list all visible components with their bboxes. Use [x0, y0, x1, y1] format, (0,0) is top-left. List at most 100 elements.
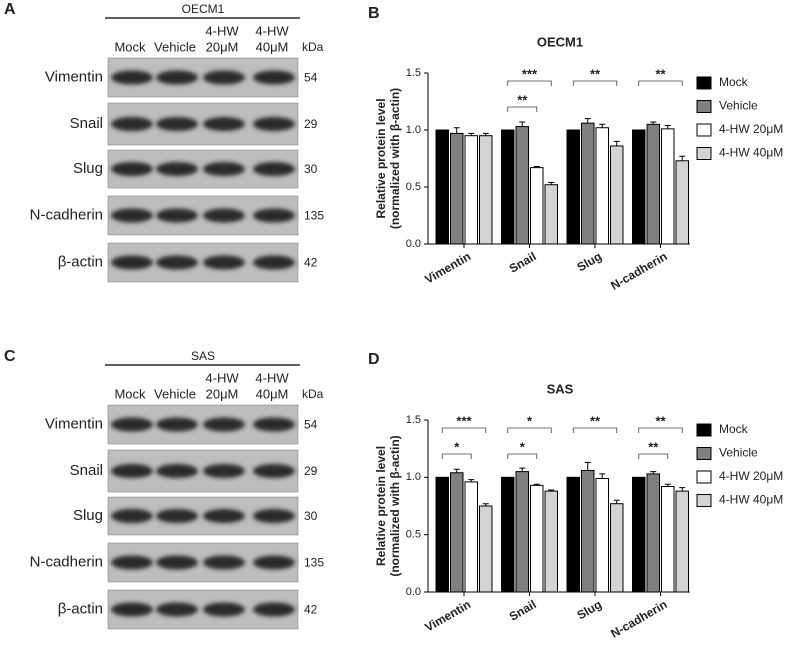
bar	[595, 127, 609, 245]
x-tick-label: Slug	[575, 597, 605, 622]
error-bar	[453, 468, 460, 473]
significance-label: **	[590, 413, 601, 428]
significance-bracket	[507, 80, 552, 86]
kda-value: 29	[304, 117, 318, 131]
lane-label: Mock	[114, 39, 146, 54]
error-bar	[584, 118, 591, 124]
error-bar	[533, 483, 540, 486]
x-tick-label: N-cadherin	[608, 249, 669, 292]
lane-label: 20μM	[206, 386, 239, 401]
bar	[566, 476, 580, 593]
kda-value: 54	[304, 71, 318, 85]
protein-label: Slug	[73, 160, 103, 177]
bar	[450, 132, 464, 245]
significance-label: ***	[456, 413, 472, 428]
legend-swatch	[696, 470, 712, 484]
legend-label: 4-HW 20μM	[719, 122, 783, 136]
blot-band	[203, 208, 245, 223]
significance-bracket	[507, 453, 538, 459]
blot-band	[253, 255, 295, 270]
blot-band	[253, 417, 295, 432]
lane-label: 20μM	[206, 39, 239, 54]
blot-band	[156, 509, 198, 523]
protein-label: β-actin	[58, 253, 103, 270]
lane-label: Vehicle	[154, 39, 196, 54]
y-tick-label: 1.5	[406, 67, 421, 79]
lane-label: 40μM	[256, 39, 289, 54]
y-axis-label: (normalized with β-actin)	[388, 88, 402, 229]
error-bar	[650, 471, 657, 474]
lane-label: 4-HW	[205, 370, 239, 385]
error-bar	[453, 127, 460, 134]
y-tick-label: 1.0	[406, 471, 421, 483]
legend-label: Mock	[719, 75, 749, 89]
protein-label: Vimentin	[45, 415, 103, 432]
blot-band	[156, 70, 198, 85]
bar	[479, 135, 493, 245]
bar	[479, 505, 493, 593]
significance-bracket	[572, 80, 618, 86]
kda-value: 135	[304, 209, 324, 223]
significance-bracket	[638, 453, 669, 459]
y-tick-label: 1.0	[406, 124, 421, 136]
x-tick-label: Snail	[507, 249, 539, 275]
lane-label: 40μM	[256, 386, 289, 401]
lane-label: Mock	[114, 386, 146, 401]
legend-swatch	[696, 147, 712, 160]
bar	[675, 490, 689, 593]
protein-label: N-cadherin	[30, 206, 103, 223]
blot-band	[253, 509, 295, 523]
kda-label: kDa	[302, 40, 324, 54]
bar	[530, 484, 544, 593]
error-bar	[519, 467, 526, 472]
legend-label: 4-HW 40μM	[719, 146, 783, 160]
protein-label: β-actin	[58, 600, 103, 617]
bar	[610, 145, 624, 245]
significance-label: **	[655, 413, 666, 428]
bar	[675, 160, 689, 245]
significance-bracket	[572, 427, 618, 433]
blot-band	[111, 162, 153, 176]
significance-bracket	[441, 427, 487, 433]
kda-value: 42	[304, 256, 318, 270]
blot-band	[156, 162, 198, 176]
error-bar	[613, 140, 620, 146]
significance-bracket	[638, 80, 683, 86]
error-bar	[599, 473, 606, 479]
bar	[566, 129, 580, 245]
bar	[501, 129, 515, 245]
y-tick-label: 0.5	[406, 529, 421, 541]
significance-label: **	[590, 66, 601, 81]
legend-label: Vehicle	[719, 446, 758, 460]
significance-label: **	[648, 439, 659, 454]
legend-swatch	[696, 100, 712, 113]
bar	[595, 477, 609, 593]
significance-label: **	[655, 66, 666, 81]
error-bar	[679, 155, 686, 161]
blot-band	[111, 208, 153, 223]
blot-band	[253, 602, 295, 617]
kda-label: kDa	[302, 387, 324, 401]
blot-band	[111, 555, 153, 570]
blot-band	[111, 255, 153, 270]
y-axis-label: (normalized with β-actin)	[388, 435, 402, 576]
error-bar	[613, 499, 620, 504]
blot-band	[203, 509, 245, 523]
blot-band	[156, 208, 198, 223]
bar	[661, 128, 675, 245]
blot-band	[156, 464, 198, 478]
bar	[632, 476, 646, 593]
bar	[515, 471, 529, 593]
legend-label: 4-HW 40μM	[719, 493, 783, 507]
panel-label: C	[4, 348, 16, 365]
bar	[435, 129, 449, 245]
legend-swatch	[696, 494, 712, 507]
legend-label: Mock	[719, 422, 749, 436]
blot-band	[111, 117, 153, 131]
bar	[581, 469, 595, 593]
y-tick-label: 1.5	[406, 414, 421, 426]
error-bar	[548, 181, 555, 185]
significance-bracket	[441, 453, 472, 459]
bar	[515, 126, 529, 245]
